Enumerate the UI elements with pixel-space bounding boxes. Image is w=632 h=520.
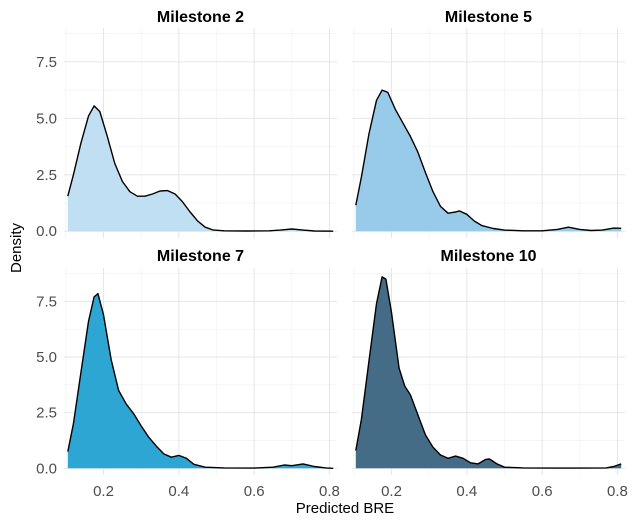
y-tick-label: 5.0 [36,110,57,127]
density-area [67,293,334,469]
facet-panel-4: Milestone 10 [352,248,625,475]
y-tick-label: 7.5 [36,293,57,310]
facet-panel-2: Milestone 5 [352,9,625,238]
density-curve [67,105,334,232]
y-axis-title: Density [8,222,25,273]
ticks-layer: 0.0 2.5 5.0 7.5 0.0 2.5 5.0 7.5 0.2 0.4 0.6 0.8 0.2 0… [36,54,628,500]
y-tick-label: 0.0 [36,460,57,477]
y-tick-label: 2.5 [36,167,57,184]
facet-title: Milestone 7 [157,248,244,265]
facet-panel-3: Milestone 7 [64,248,337,475]
x-tick-label: 0.6 [244,483,265,500]
x-tick-label: 0.2 [93,483,114,500]
y-tick-label: 5.0 [36,349,57,366]
y-tick-label: 7.5 [36,54,57,71]
facet-title: Milestone 5 [445,9,532,26]
x-tick-label: 0.8 [607,483,628,500]
facet-title: Milestone 10 [440,248,536,265]
y-tick-label: 2.5 [36,405,57,422]
facet-panel-1: Milestone 2 [64,9,337,238]
density-area [355,90,622,232]
x-tick-label: 0.6 [532,483,553,500]
facet-title: Milestone 2 [157,9,244,26]
x-axis-title: Predicted BRE [296,500,394,517]
x-tick-label: 0.2 [381,483,402,500]
density-curve [355,89,622,232]
density-curve [67,292,334,469]
panels-layer: Milestone 2 Milestone 5 Milestone 7 Milesto… [64,9,625,475]
density-area [355,276,622,469]
x-tick-label: 0.4 [168,483,189,500]
x-tick-label: 0.8 [319,483,340,500]
x-tick-label: 0.4 [456,483,477,500]
density-area [67,105,334,232]
y-tick-label: 0.0 [36,223,57,240]
density-curve [355,276,622,469]
